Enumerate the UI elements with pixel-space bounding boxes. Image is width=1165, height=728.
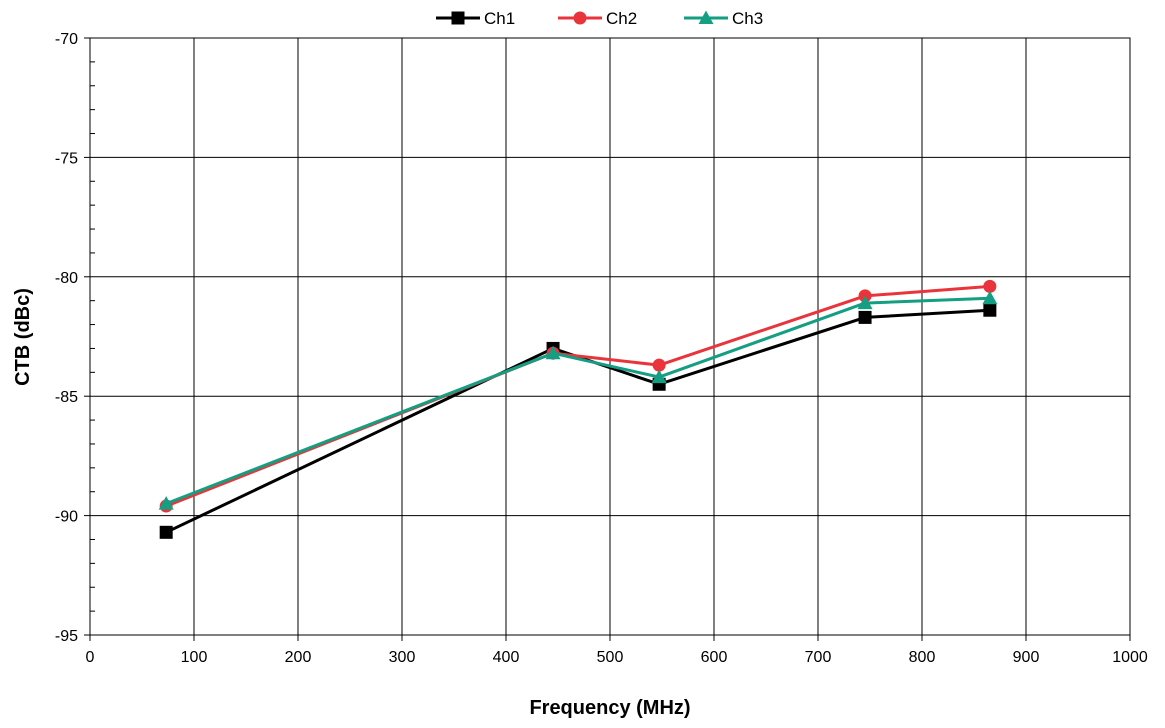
- y-tick-label: -80: [55, 270, 78, 287]
- series-ch3: [158, 290, 998, 510]
- legend-item-ch3: Ch3: [684, 9, 763, 28]
- x-tick-label: 0: [86, 649, 95, 666]
- legend-label-ch2: Ch2: [606, 9, 637, 28]
- x-tick-label: 900: [1013, 649, 1040, 666]
- ticks-layer: 0 100 200 300 400 500 600 700 800 900 1000 -95 -90 -8…: [55, 31, 1148, 666]
- data-point-ch3: [982, 290, 998, 305]
- legend-marker-ch2: [573, 11, 587, 25]
- data-point-ch3: [857, 295, 873, 310]
- data-point-ch2: [652, 358, 666, 372]
- legend-item-ch1: Ch1: [436, 9, 515, 28]
- legend-marker-ch3: [698, 10, 714, 24]
- legend-item-ch2: Ch2: [558, 9, 637, 28]
- data-point-ch1: [983, 303, 997, 317]
- x-tick-label: 200: [285, 649, 312, 666]
- x-tick-label: 600: [701, 649, 728, 666]
- x-tick-label: 500: [597, 649, 624, 666]
- data-point-ch1: [858, 310, 872, 324]
- x-tick-label: 800: [909, 649, 936, 666]
- series-layer: [158, 279, 998, 539]
- series-ch1: [159, 303, 997, 539]
- data-point-ch3: [545, 345, 561, 360]
- y-tick-label: -75: [55, 150, 78, 167]
- data-point-ch3: [651, 369, 667, 384]
- x-tick-label: 300: [389, 649, 416, 666]
- data-point-ch1: [159, 525, 173, 539]
- legend-marker-ch1: [451, 11, 465, 25]
- x-axis-title: Frequency (MHz): [529, 697, 690, 719]
- data-point-ch2: [983, 279, 997, 293]
- x-tick-label: 400: [493, 649, 520, 666]
- y-tick-label: -85: [55, 389, 78, 406]
- legend: Ch1 Ch2 Ch3: [436, 9, 763, 28]
- grid-layer: [90, 38, 1130, 635]
- y-axis-title: CTB (dBc): [12, 288, 34, 386]
- x-tick-label: 700: [805, 649, 832, 666]
- y-tick-label: -70: [55, 31, 78, 48]
- legend-label-ch3: Ch3: [732, 9, 763, 28]
- y-tick-label: -90: [55, 509, 78, 526]
- legend-label-ch1: Ch1: [484, 9, 515, 28]
- x-tick-label: 100: [181, 649, 208, 666]
- data-point-ch3: [158, 496, 174, 510]
- y-tick-label: -95: [55, 628, 78, 645]
- x-tick-label: 1000: [1112, 649, 1148, 666]
- series-line-ch1: [165, 308, 990, 534]
